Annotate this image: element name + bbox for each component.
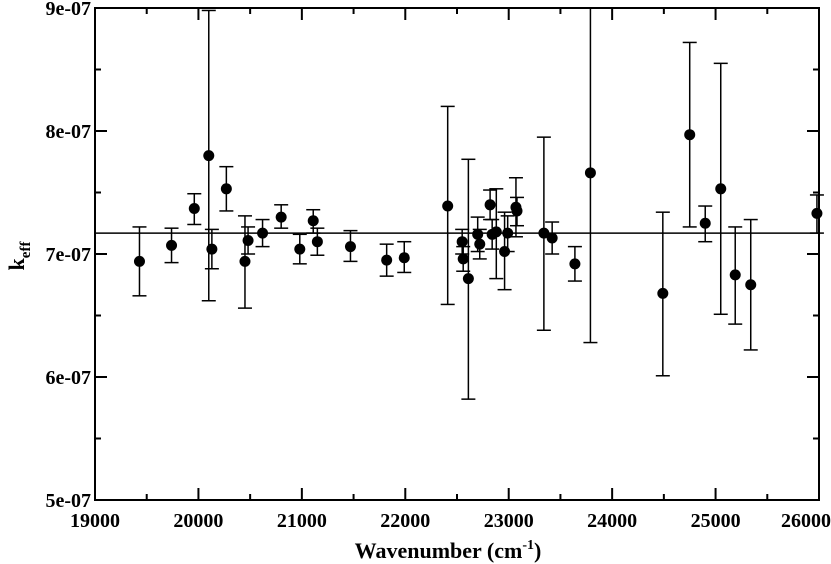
data-point xyxy=(490,226,502,238)
data-point xyxy=(538,227,550,239)
data-point xyxy=(188,202,200,214)
y-axis-title: keff xyxy=(4,241,34,271)
data-point xyxy=(133,255,145,267)
data-point xyxy=(307,215,319,227)
data-point xyxy=(239,255,251,267)
data-point xyxy=(499,246,511,258)
data-point xyxy=(381,254,393,266)
data-point xyxy=(745,279,757,291)
x-tick-label: 20000 xyxy=(173,510,223,532)
data-point xyxy=(457,253,469,265)
data-point xyxy=(275,211,287,223)
data-point xyxy=(344,241,356,253)
x-tick-label: 21000 xyxy=(277,510,327,532)
y-axis-title-subscript: eff xyxy=(18,241,34,259)
error-bars xyxy=(132,7,824,400)
data-point xyxy=(546,232,558,244)
data-point xyxy=(166,239,178,251)
data-point xyxy=(203,150,215,162)
x-tick-label: 24000 xyxy=(587,510,637,532)
data-point xyxy=(511,205,523,217)
data-point xyxy=(699,217,711,229)
x-tick-label: 19000 xyxy=(70,510,120,532)
data-point xyxy=(398,252,410,264)
data-point xyxy=(811,207,823,219)
data-point xyxy=(456,236,468,248)
x-tick-label: 26000 xyxy=(781,510,831,532)
y-tick-label: 7e-07 xyxy=(45,244,91,266)
y-axis-title-main: k xyxy=(4,257,29,270)
data-point xyxy=(502,227,514,239)
y-tick-label: 8e-07 xyxy=(45,121,91,143)
x-axis-ticks: 19000 20000 21000 22000 23000 24000 25000 26000 xyxy=(70,8,831,532)
x-tick-label: 23000 xyxy=(484,510,534,532)
x-axis-title-main: Wavenumber (cm xyxy=(355,538,523,563)
data-point xyxy=(257,227,269,239)
data-point xyxy=(474,238,486,250)
data-point xyxy=(484,199,496,211)
data-point xyxy=(584,167,596,179)
data-point xyxy=(311,236,323,248)
y-axis-ticks: 5e-07 6e-07 7e-07 8e-07 9e-07 xyxy=(45,0,819,512)
data-point xyxy=(206,243,218,255)
data-point xyxy=(220,183,232,195)
data-point xyxy=(715,183,727,195)
x-axis-title: Wavenumber (cm-1) xyxy=(355,538,542,563)
y-tick-label: 9e-07 xyxy=(45,0,91,20)
x-tick-label: 25000 xyxy=(691,510,741,532)
data-point xyxy=(442,200,454,212)
data-point xyxy=(242,234,254,246)
data-point xyxy=(684,129,696,141)
data-point xyxy=(472,228,484,240)
y-tick-label: 5e-07 xyxy=(45,490,91,512)
data-point xyxy=(462,273,474,285)
x-axis-title-superscript: -1 xyxy=(522,538,534,553)
data-point xyxy=(294,243,306,255)
x-axis-title-close: ) xyxy=(534,538,541,563)
data-point xyxy=(657,287,669,299)
data-point xyxy=(729,269,741,281)
data-point xyxy=(569,258,581,270)
x-tick-label: 22000 xyxy=(380,510,430,532)
y-tick-label: 6e-07 xyxy=(45,367,91,389)
data-points xyxy=(133,129,823,299)
